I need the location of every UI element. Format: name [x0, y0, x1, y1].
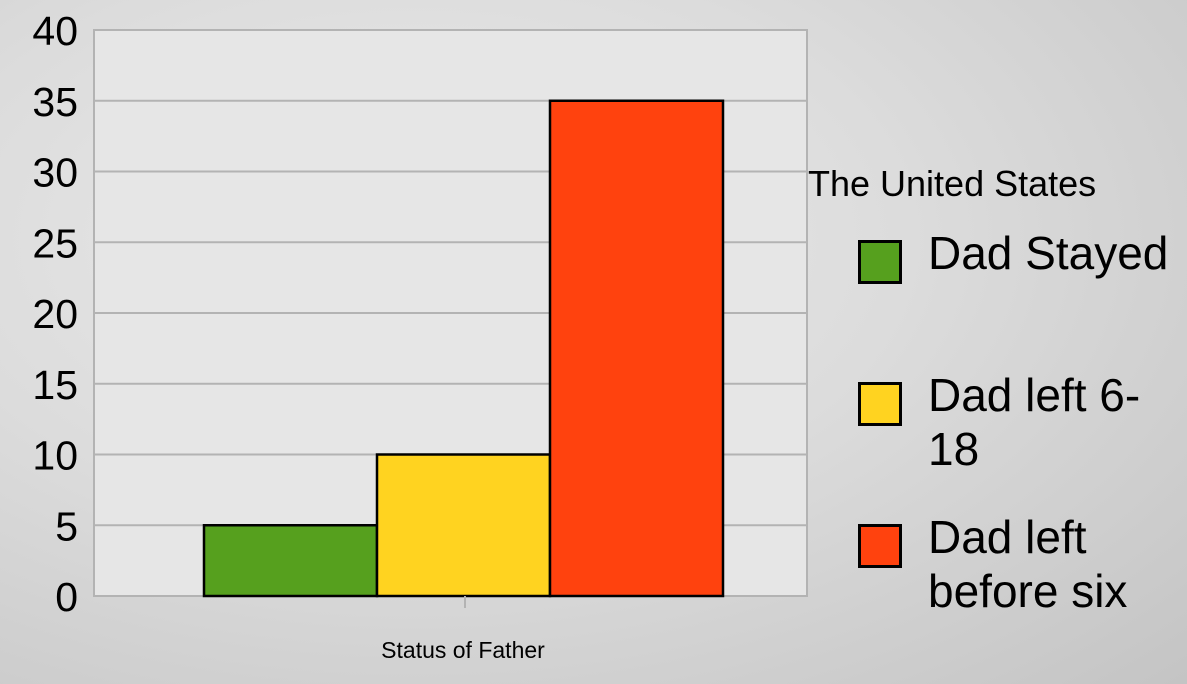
y-tick-label: 25	[32, 220, 78, 266]
y-tick-label: 5	[55, 503, 78, 549]
y-tick-label: 30	[32, 150, 78, 196]
legend-title: The United States	[808, 163, 1097, 204]
y-tick-label: 10	[32, 433, 78, 479]
y-tick-label: 0	[55, 574, 78, 620]
y-axis-tick-labels: 0 5 10 15 20 25 30 35 40	[32, 8, 78, 620]
bars	[202, 99, 725, 598]
legend-item-dad-left-before-six: Dad left before six	[858, 510, 1187, 618]
legend-swatch-dad-left-6-18	[858, 382, 902, 426]
legend-label-dad-left-before-six: Dad left before six	[928, 511, 1128, 617]
bar-dad-left-6-18	[375, 453, 552, 598]
y-tick-label: 20	[32, 291, 78, 337]
x-axis-label: Status of Father	[381, 637, 545, 663]
bar-dad-stayed	[202, 524, 379, 598]
y-tick-label: 15	[32, 362, 78, 408]
y-tick-label: 35	[32, 79, 78, 125]
y-tick-label: 40	[32, 8, 78, 54]
legend-label-dad-stayed: Dad Stayed	[928, 227, 1169, 279]
legend-item-dad-stayed: Dad Stayed	[858, 226, 1187, 284]
legend-swatch-dad-left-before-six	[858, 524, 902, 568]
legend-swatch-dad-stayed	[858, 240, 902, 284]
legend-label-dad-left-6-18: Dad left 6-18	[928, 369, 1141, 475]
legend-item-dad-left-6-18: Dad left 6-18	[858, 368, 1187, 476]
bar-dad-left-before-six	[548, 99, 725, 598]
